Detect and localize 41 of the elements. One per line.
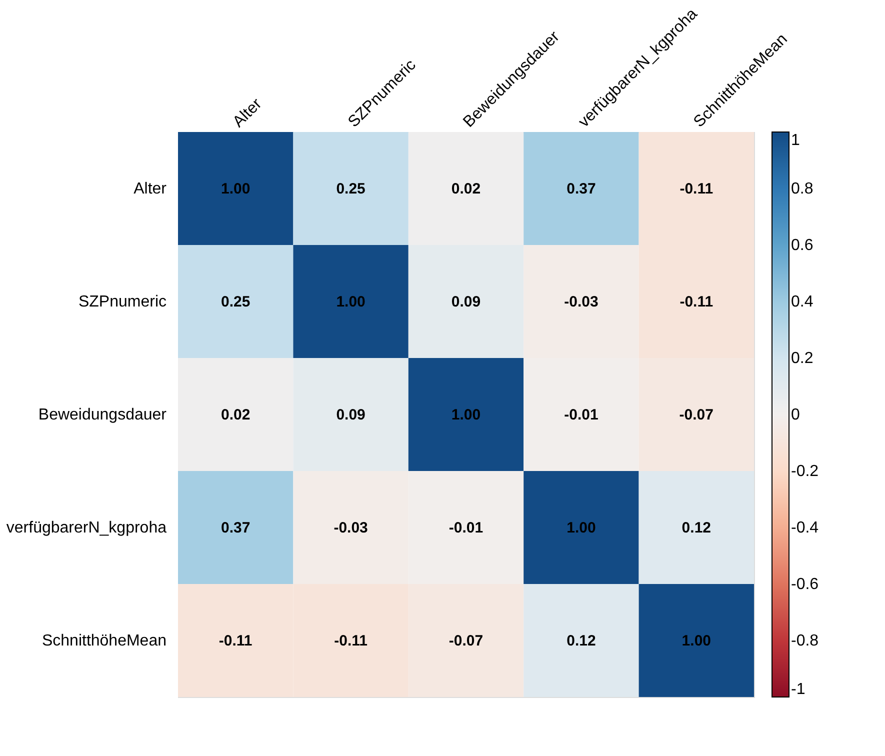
data-label: 0.25 xyxy=(336,180,366,198)
data-label: 0.02 xyxy=(451,180,481,198)
color-bar-label: 0.2 xyxy=(791,350,814,367)
color-bar-label: -0.6 xyxy=(791,576,819,593)
data-label: -0.07 xyxy=(448,632,484,650)
y-tick-label: Beweidungsdauer xyxy=(38,406,168,424)
color-bar-label: -0.4 xyxy=(791,520,819,536)
color-bar-label: -0.8 xyxy=(791,632,819,650)
data-label: -0.07 xyxy=(679,406,714,424)
y-tick-label: verfügbarerN_kgproha xyxy=(6,520,167,536)
data-label: 0.09 xyxy=(451,294,481,310)
data-label: 0.12 xyxy=(682,520,711,536)
y-tick-label: SchnitthöheMean xyxy=(42,632,166,650)
data-label: -0.11 xyxy=(680,294,714,310)
color-bar-label: -0.2 xyxy=(791,463,819,480)
color-bar-label: 1 xyxy=(791,132,800,149)
data-label: -0.11 xyxy=(218,632,252,650)
data-label: 0.37 xyxy=(566,180,596,198)
data-label: 1.00 xyxy=(221,180,250,198)
data-label: 0.25 xyxy=(221,294,250,310)
y-tick-label: Alter xyxy=(134,180,168,198)
data-label: 0.12 xyxy=(566,632,596,650)
data-label: 0.09 xyxy=(336,406,366,424)
data-label: -0.03 xyxy=(334,520,368,536)
data-label: -0.11 xyxy=(680,180,714,198)
data-label: -0.01 xyxy=(564,406,598,424)
data-label: 1.00 xyxy=(682,632,711,650)
data-label: 0.02 xyxy=(221,406,250,424)
data-label: 1.00 xyxy=(566,520,596,536)
color-bar-label: 0.4 xyxy=(791,294,814,310)
color-bar-label: -1 xyxy=(791,681,806,698)
data-label: 1.00 xyxy=(336,294,366,310)
color-bar-label: 0 xyxy=(791,406,800,424)
data-label: -0.03 xyxy=(564,294,598,310)
data-label: 0.37 xyxy=(221,520,250,536)
data-label: -0.01 xyxy=(448,520,484,536)
color-bar-label: 0.6 xyxy=(791,237,814,254)
data-label: 1.00 xyxy=(451,406,481,424)
data-label: -0.11 xyxy=(334,632,368,650)
y-tick-label: SZPnumeric xyxy=(78,294,166,310)
color-bar-label: 0.8 xyxy=(791,180,814,198)
